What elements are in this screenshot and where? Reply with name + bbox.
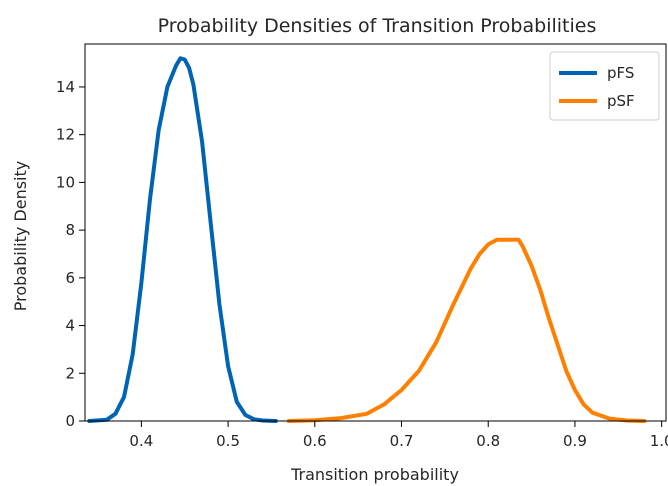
x-axis-label: Transition probability bbox=[290, 465, 459, 484]
x-tick-label: 0.6 bbox=[303, 432, 327, 450]
y-tick-label: 12 bbox=[56, 126, 75, 144]
legend-box bbox=[549, 51, 660, 121]
legend-label-pfs: pFS bbox=[607, 64, 634, 82]
y-tick-label: 0 bbox=[65, 412, 75, 430]
y-tick-label: 4 bbox=[65, 317, 75, 335]
x-tick-label: 0.8 bbox=[476, 432, 500, 450]
series-line-psf bbox=[286, 237, 647, 423]
series-line-pfs bbox=[87, 56, 278, 423]
y-axis-label: Probability Density bbox=[11, 161, 30, 312]
y-tick-label: 8 bbox=[65, 221, 75, 239]
legend-label-psf: pSF bbox=[607, 92, 635, 110]
chart-title: Probability Densities of Transition Prob… bbox=[158, 15, 597, 37]
plot-frame bbox=[84, 43, 667, 422]
y-tick-label: 10 bbox=[56, 173, 75, 191]
x-tick-label: 0.9 bbox=[563, 432, 587, 450]
legend: pFS pSF bbox=[549, 51, 660, 121]
x-tick-label: 1.0 bbox=[650, 432, 668, 450]
x-tick-label: 0.7 bbox=[390, 432, 414, 450]
x-tick-label: 0.4 bbox=[129, 432, 153, 450]
y-tick-label: 2 bbox=[65, 364, 75, 382]
y-tick-label: 6 bbox=[65, 269, 75, 287]
x-tick-label: 0.5 bbox=[216, 432, 240, 450]
plot-area: 0.4 0.5 0.6 0.7 0.8 0.9 1.0 0 2 4 6 8 10 12 14 pFS pSF bbox=[56, 43, 668, 450]
y-tick-label: 14 bbox=[56, 78, 75, 96]
